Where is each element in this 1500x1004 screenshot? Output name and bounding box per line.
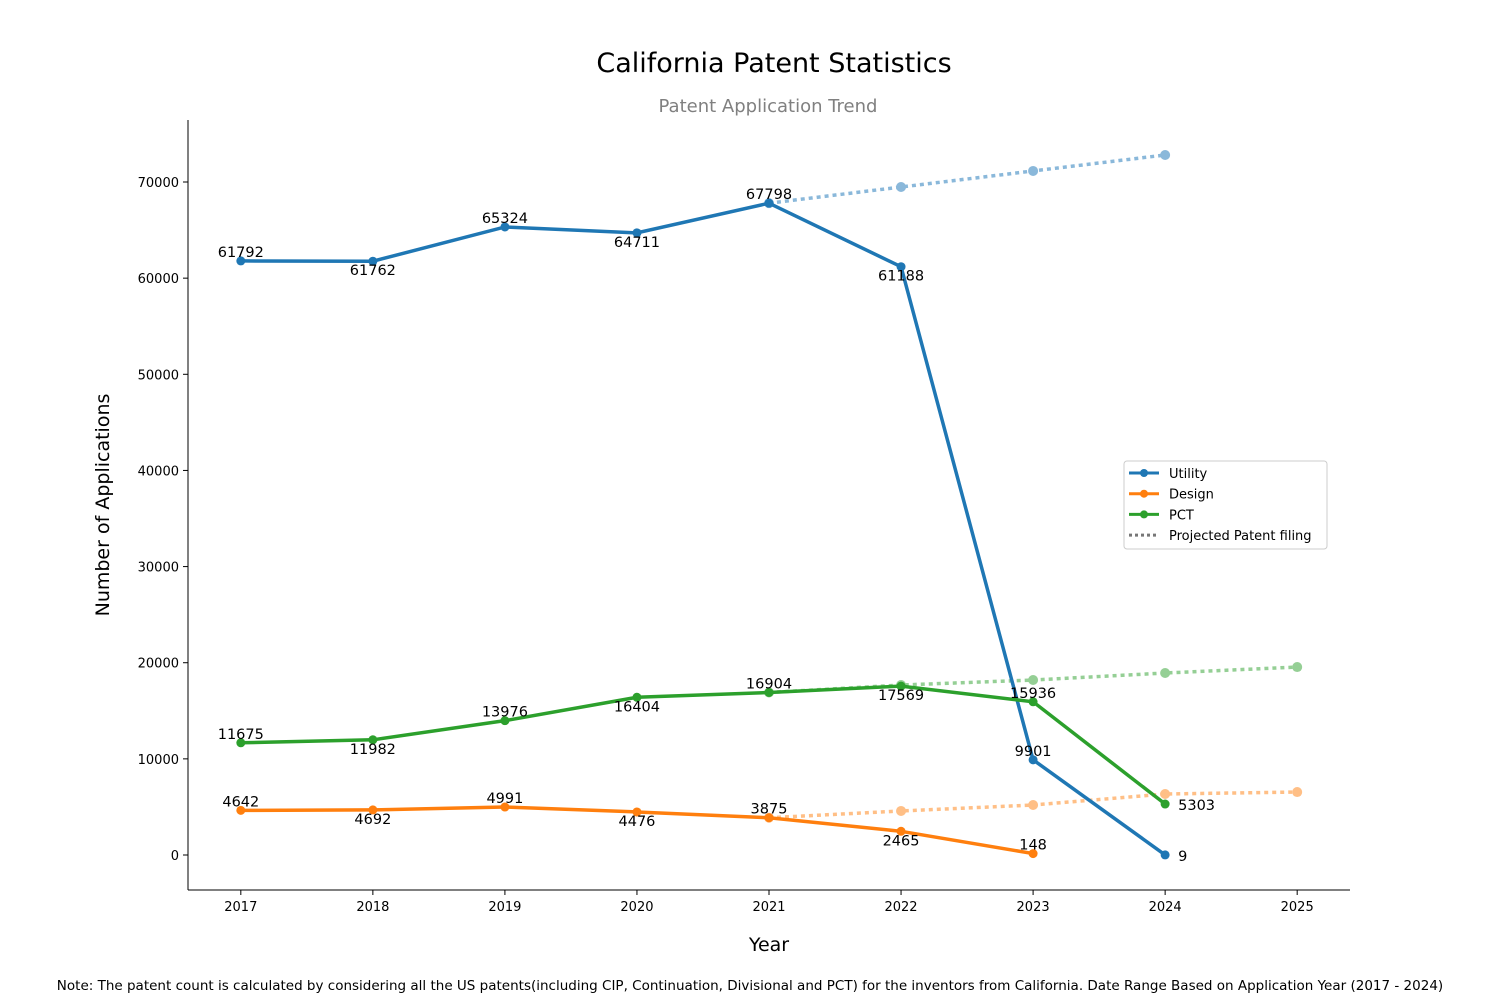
data-label: 16404 (614, 699, 660, 715)
data-label: 61792 (218, 245, 264, 261)
footnote: Note: The patent count is calculated by … (57, 978, 1443, 994)
projection-point (1160, 668, 1170, 678)
projection-point (1160, 150, 1170, 160)
legend-marker (1140, 510, 1148, 518)
projection-point (896, 806, 906, 816)
projection-point (1028, 675, 1038, 685)
data-label: 4476 (619, 814, 656, 830)
y-tick-label: 10000 (138, 753, 179, 768)
data-label: 5303 (1178, 798, 1215, 814)
projection-point (1292, 787, 1302, 797)
data-label: 64711 (614, 235, 660, 251)
data-label: 4642 (222, 794, 259, 810)
x-tick-label: 2022 (884, 900, 917, 915)
legend-marker (1140, 490, 1148, 498)
legend-label: Utility (1169, 467, 1208, 482)
data-label: 11982 (350, 742, 396, 758)
y-axis-label: Number of Applications (92, 394, 114, 617)
y-tick-label: 60000 (138, 272, 179, 287)
projection-point (1028, 166, 1038, 176)
y-tick-label: 0 (171, 849, 179, 864)
x-tick-label: 2024 (1149, 900, 1182, 915)
x-tick-label: 2023 (1017, 900, 1050, 915)
legend-label: Projected Patent filing (1169, 529, 1312, 544)
chart-subtitle: Patent Application Trend (659, 96, 878, 117)
data-label: 2465 (883, 833, 920, 849)
legend-label: Design (1169, 488, 1214, 503)
projection-point (1028, 800, 1038, 810)
data-label: 4692 (354, 812, 391, 828)
legend-label: PCT (1169, 508, 1194, 523)
y-tick-label: 40000 (138, 464, 179, 479)
x-axis-label: Year (748, 934, 789, 956)
y-tick-label: 70000 (138, 176, 179, 191)
data-point (1161, 850, 1170, 859)
data-point (1161, 800, 1170, 809)
x-tick-label: 2018 (356, 900, 389, 915)
y-tick-label: 20000 (138, 657, 179, 672)
y-tick-label: 30000 (138, 561, 179, 576)
x-tick-label: 2021 (752, 900, 785, 915)
x-tick-label: 2020 (620, 900, 653, 915)
legend-marker (1140, 469, 1148, 477)
projection-point (896, 182, 906, 192)
data-label: 67798 (746, 187, 792, 203)
y-tick-label: 50000 (138, 368, 179, 383)
x-tick-label: 2017 (224, 900, 257, 915)
data-label: 17569 (878, 688, 924, 704)
data-label: 148 (1019, 838, 1047, 854)
data-label: 61762 (350, 263, 396, 279)
data-label: 65324 (482, 211, 528, 227)
data-label: 9 (1178, 849, 1187, 865)
data-label: 13976 (482, 705, 528, 721)
chart-title: California Patent Statistics (596, 48, 951, 79)
data-label: 4991 (486, 791, 523, 807)
data-label: 15936 (1010, 686, 1056, 702)
x-tick-label: 2019 (488, 900, 521, 915)
projection-line-utility (769, 155, 1165, 203)
x-tick-label: 2025 (1281, 900, 1314, 915)
data-label: 3875 (751, 802, 788, 818)
projection-point (1160, 789, 1170, 799)
projection-point (1292, 662, 1302, 672)
data-label: 9901 (1015, 744, 1052, 760)
data-label: 16904 (746, 676, 792, 692)
data-label: 11675 (218, 727, 264, 743)
data-label: 61188 (878, 269, 924, 285)
